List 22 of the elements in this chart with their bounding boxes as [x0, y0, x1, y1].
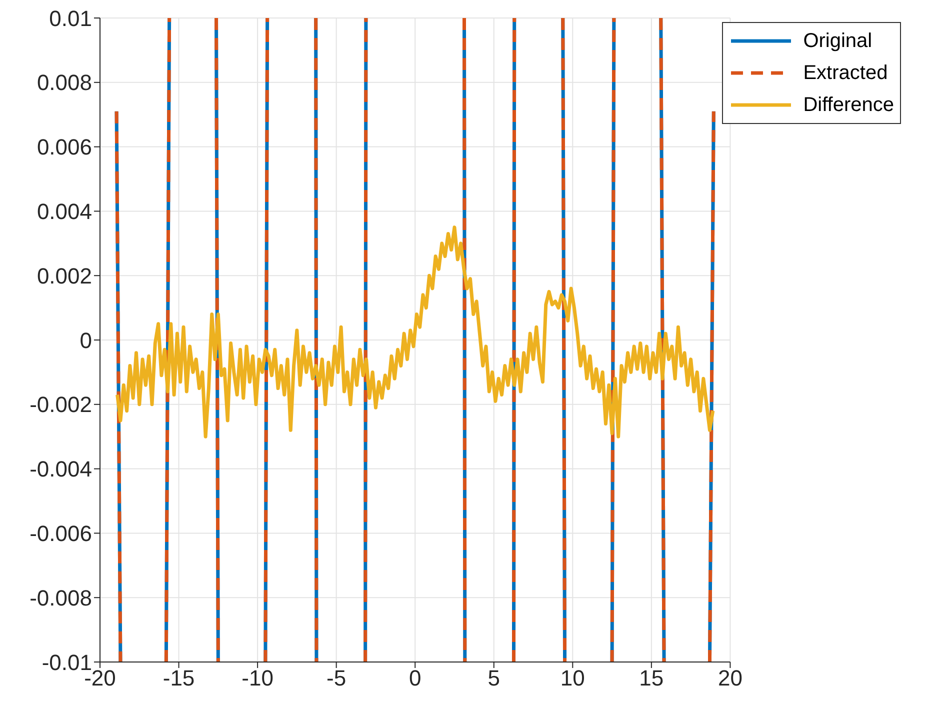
y-tick-label: 0.006: [36, 134, 92, 160]
x-tick-label: -15: [162, 666, 195, 691]
y-tick-label: -0.008: [30, 585, 92, 610]
legend-label: Extracted: [803, 62, 888, 84]
y-tick-label: 0.002: [36, 263, 92, 288]
y-tick-label: 0.008: [36, 70, 92, 96]
x-tick-label: 5: [488, 666, 500, 691]
y-tick-label: -0.006: [30, 521, 92, 546]
y-tick-label: 0.01: [49, 6, 92, 31]
x-tick-label: -5: [326, 666, 346, 691]
legend-label: Difference: [803, 94, 894, 116]
x-tick-label: -10: [242, 666, 274, 691]
legend-label: Original: [803, 30, 872, 52]
x-tick-label: 10: [560, 666, 585, 691]
y-tick-label: 0.004: [36, 199, 92, 224]
x-tick-label: 15: [639, 666, 664, 691]
x-tick-label: 20: [718, 666, 742, 691]
y-tick-label: 0: [80, 328, 92, 353]
x-tick-label: 0: [408, 666, 422, 691]
y-tick-label: -0.004: [30, 456, 92, 482]
line-series: [116, 226, 715, 438]
y-tick-label: -0.002: [30, 392, 92, 418]
